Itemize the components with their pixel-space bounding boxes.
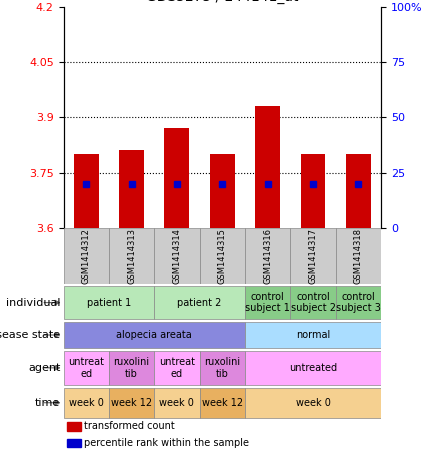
Text: GSM1414318: GSM1414318 [354, 228, 363, 284]
Text: GSM1414313: GSM1414313 [127, 228, 136, 284]
Text: alopecia areata: alopecia areata [117, 330, 192, 340]
Text: untreat
ed: untreat ed [159, 357, 195, 379]
Bar [64, 228, 109, 284]
Text: ruxolini
tib: ruxolini tib [113, 357, 150, 379]
Bar [290, 228, 336, 284]
Bar [245, 388, 381, 418]
Bar [245, 286, 290, 319]
Bar [245, 351, 381, 385]
Bar [245, 228, 290, 284]
Text: week 0: week 0 [159, 398, 194, 408]
Text: disease state: disease state [0, 330, 60, 340]
Bar [164, 128, 189, 228]
Text: individual: individual [6, 298, 60, 308]
Bar [154, 351, 200, 385]
Text: week 0: week 0 [296, 398, 330, 408]
Bar [154, 228, 200, 284]
Text: ruxolini
tib: ruxolini tib [204, 357, 240, 379]
Text: GSM1414316: GSM1414316 [263, 228, 272, 284]
Text: patient 1: patient 1 [87, 298, 131, 308]
Bar [154, 286, 245, 319]
Bar [210, 154, 235, 228]
Bar [67, 422, 81, 430]
Text: time: time [35, 398, 60, 408]
Bar [200, 351, 245, 385]
Bar [109, 351, 154, 385]
Bar [300, 154, 325, 228]
Text: week 12: week 12 [111, 398, 152, 408]
Bar [154, 388, 200, 418]
Text: GSM1414312: GSM1414312 [82, 228, 91, 284]
Bar [346, 154, 371, 228]
Text: agent: agent [28, 363, 60, 373]
Bar [290, 286, 336, 319]
Text: untreated: untreated [289, 363, 337, 373]
Text: patient 2: patient 2 [177, 298, 222, 308]
Bar [336, 286, 381, 319]
Text: control
subject 1: control subject 1 [245, 292, 290, 313]
Bar [64, 351, 109, 385]
Bar [200, 388, 245, 418]
Text: normal: normal [296, 330, 330, 340]
Text: week 0: week 0 [69, 398, 104, 408]
Bar [74, 154, 99, 228]
Bar [64, 322, 245, 348]
Bar [119, 150, 144, 228]
Title: GDS5275 / 244141_at: GDS5275 / 244141_at [146, 0, 299, 5]
Bar [67, 439, 81, 447]
Bar [200, 228, 245, 284]
Text: control
subject 3: control subject 3 [336, 292, 381, 313]
Bar [64, 286, 154, 319]
Bar [109, 228, 154, 284]
Text: GSM1414314: GSM1414314 [173, 228, 181, 284]
Bar [336, 228, 381, 284]
Bar [245, 322, 381, 348]
Text: GSM1414317: GSM1414317 [308, 228, 318, 284]
Text: transformed count: transformed count [84, 421, 175, 432]
Text: percentile rank within the sample: percentile rank within the sample [84, 438, 249, 448]
Text: GSM1414315: GSM1414315 [218, 228, 227, 284]
Bar [109, 388, 154, 418]
Text: control
subject 2: control subject 2 [290, 292, 336, 313]
Bar [64, 388, 109, 418]
Text: untreat
ed: untreat ed [68, 357, 104, 379]
Bar [255, 106, 280, 228]
Text: week 12: week 12 [202, 398, 243, 408]
